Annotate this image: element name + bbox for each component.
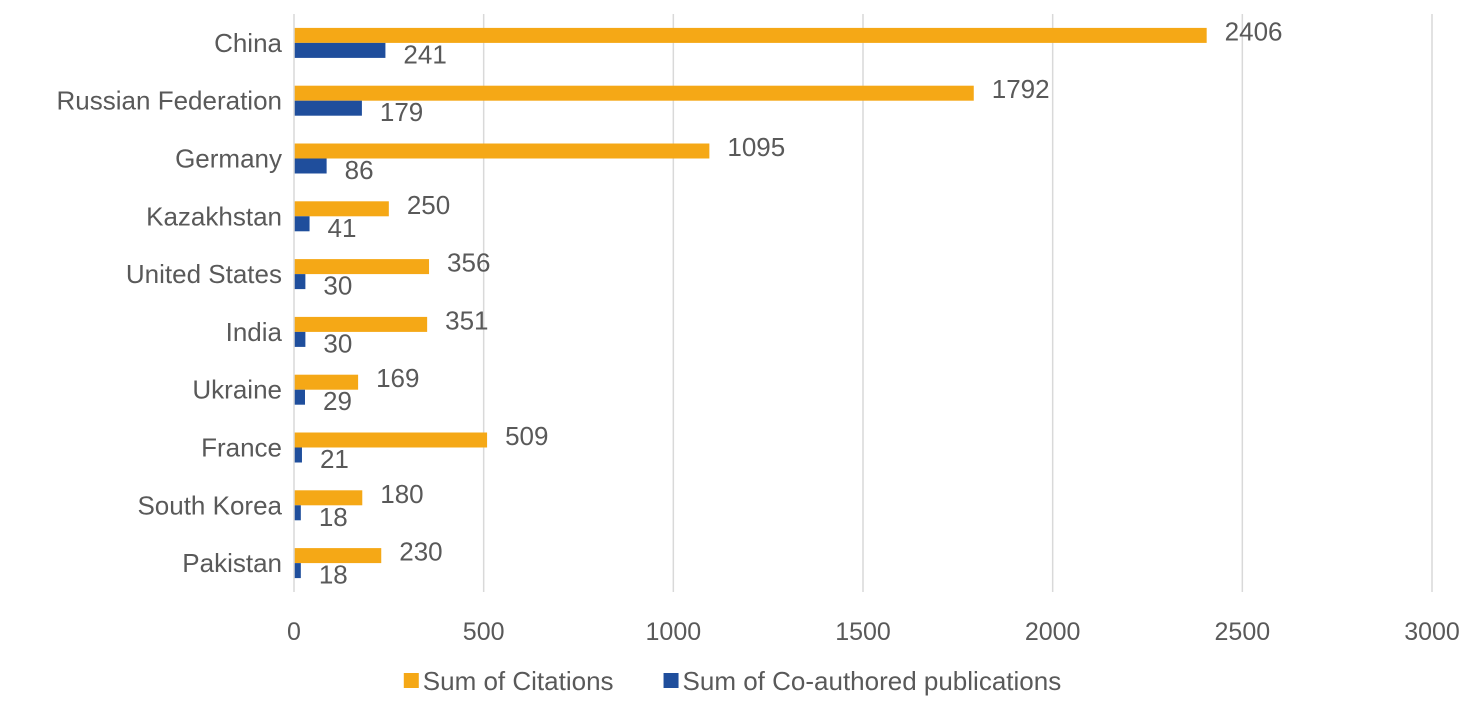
data-label-sum-of-citations-russian-federation: 1792 — [992, 74, 1050, 104]
x-tick-label: 0 — [287, 618, 301, 646]
bars — [294, 27, 1207, 579]
data-label-sum-of-co-authored-publications-south-korea: 18 — [319, 502, 348, 532]
gridlines — [482, 14, 1433, 592]
data-label-sum-of-citations-pakistan: 230 — [399, 537, 442, 567]
category-label-united-states: United States — [126, 259, 282, 289]
bar-sum-of-citations-india — [294, 316, 428, 332]
bar-sum-of-citations-germany — [294, 143, 710, 159]
data-label-sum-of-citations-china: 2406 — [1225, 16, 1283, 46]
data-label-sum-of-co-authored-publications-china: 241 — [403, 39, 446, 69]
category-label-kazakhstan: Kazakhstan — [146, 201, 282, 231]
data-label-sum-of-co-authored-publications-kazakhstan: 41 — [328, 213, 357, 243]
axis: 0 500 1000 1500 2000 2500 3000 China Russian Fed… — [57, 14, 1460, 646]
category-label-india: India — [226, 317, 283, 347]
data-label-sum-of-co-authored-publications-pakistan: 18 — [319, 560, 348, 590]
category-label-china: China — [214, 28, 282, 58]
legend-label-sum-of-co-authored-publications: Sum of Co-authored publications — [683, 666, 1062, 696]
bar-sum-of-co-authored-publications-france — [294, 447, 302, 463]
category-label-south-korea: South Korea — [137, 490, 282, 520]
bar-sum-of-co-authored-publications-united-states — [294, 274, 306, 290]
bar-sum-of-citations-china — [294, 27, 1207, 43]
x-tick-label: 2500 — [1215, 618, 1271, 646]
data-label-sum-of-co-authored-publications-united-states: 30 — [323, 271, 352, 301]
category-label-france: France — [201, 433, 282, 463]
data-label-sum-of-citations-united-states: 356 — [447, 248, 490, 278]
legend-item-sum-of-citations: Sum of Citations — [403, 666, 614, 696]
x-tick-label: 500 — [463, 618, 505, 646]
data-label-sum-of-citations-germany: 1095 — [727, 132, 785, 162]
bar-sum-of-co-authored-publications-ukraine — [294, 389, 306, 405]
bar-sum-of-citations-france — [294, 432, 488, 448]
x-tick-label: 3000 — [1404, 618, 1460, 646]
data-label-sum-of-co-authored-publications-germany: 86 — [345, 155, 374, 185]
data-label-sum-of-citations-ukraine: 169 — [376, 363, 419, 393]
data-labels: 2406 241 1792 179 1095 86 250 41 356 30 351 30 169 29… — [319, 16, 1283, 589]
x-tick-label: 1000 — [646, 618, 702, 646]
x-tick-label: 2000 — [1025, 618, 1081, 646]
bar-sum-of-citations-pakistan — [294, 548, 382, 564]
data-label-sum-of-citations-kazakhstan: 250 — [407, 190, 450, 220]
bar-sum-of-citations-united-states — [294, 259, 430, 275]
data-label-sum-of-citations-india: 351 — [445, 305, 488, 335]
bar-sum-of-co-authored-publications-china — [294, 42, 386, 58]
bar-sum-of-co-authored-publications-india — [294, 331, 306, 347]
category-label-russian-federation: Russian Federation — [57, 86, 282, 116]
legend-swatch-sum-of-co-authored-publications — [663, 673, 679, 688]
bar-sum-of-citations-ukraine — [294, 374, 359, 390]
x-tick-label: 1500 — [835, 618, 891, 646]
data-label-sum-of-co-authored-publications-ukraine: 29 — [323, 386, 352, 416]
category-label-pakistan: Pakistan — [182, 548, 282, 578]
bar-sum-of-citations-south-korea — [294, 490, 363, 506]
bar-sum-of-co-authored-publications-pakistan — [294, 563, 301, 579]
bar-sum-of-co-authored-publications-kazakhstan — [294, 216, 310, 232]
legend-swatch-sum-of-citations — [403, 673, 419, 688]
bar-sum-of-co-authored-publications-russian-federation — [294, 100, 362, 116]
legend: Sum of Citations Sum of Co-authored publi… — [403, 666, 1062, 696]
data-label-sum-of-co-authored-publications-russian-federation: 179 — [380, 97, 423, 127]
data-label-sum-of-co-authored-publications-france: 21 — [320, 444, 349, 474]
data-label-sum-of-citations-south-korea: 180 — [380, 479, 423, 509]
legend-label-sum-of-citations: Sum of Citations — [423, 666, 614, 696]
bar-sum-of-co-authored-publications-south-korea — [294, 505, 301, 521]
legend-items: Sum of Citations Sum of Co-authored publi… — [403, 666, 1062, 696]
bar-sum-of-co-authored-publications-germany — [294, 158, 327, 174]
bar-sum-of-citations-russian-federation — [294, 85, 974, 101]
bar-sum-of-citations-kazakhstan — [294, 201, 389, 217]
category-label-ukraine: Ukraine — [192, 375, 282, 405]
data-label-sum-of-co-authored-publications-india: 30 — [323, 328, 352, 358]
legend-item-sum-of-co-authored-publications: Sum of Co-authored publications — [663, 666, 1062, 696]
category-label-germany: Germany — [175, 144, 282, 174]
data-label-sum-of-citations-france: 509 — [505, 421, 548, 451]
